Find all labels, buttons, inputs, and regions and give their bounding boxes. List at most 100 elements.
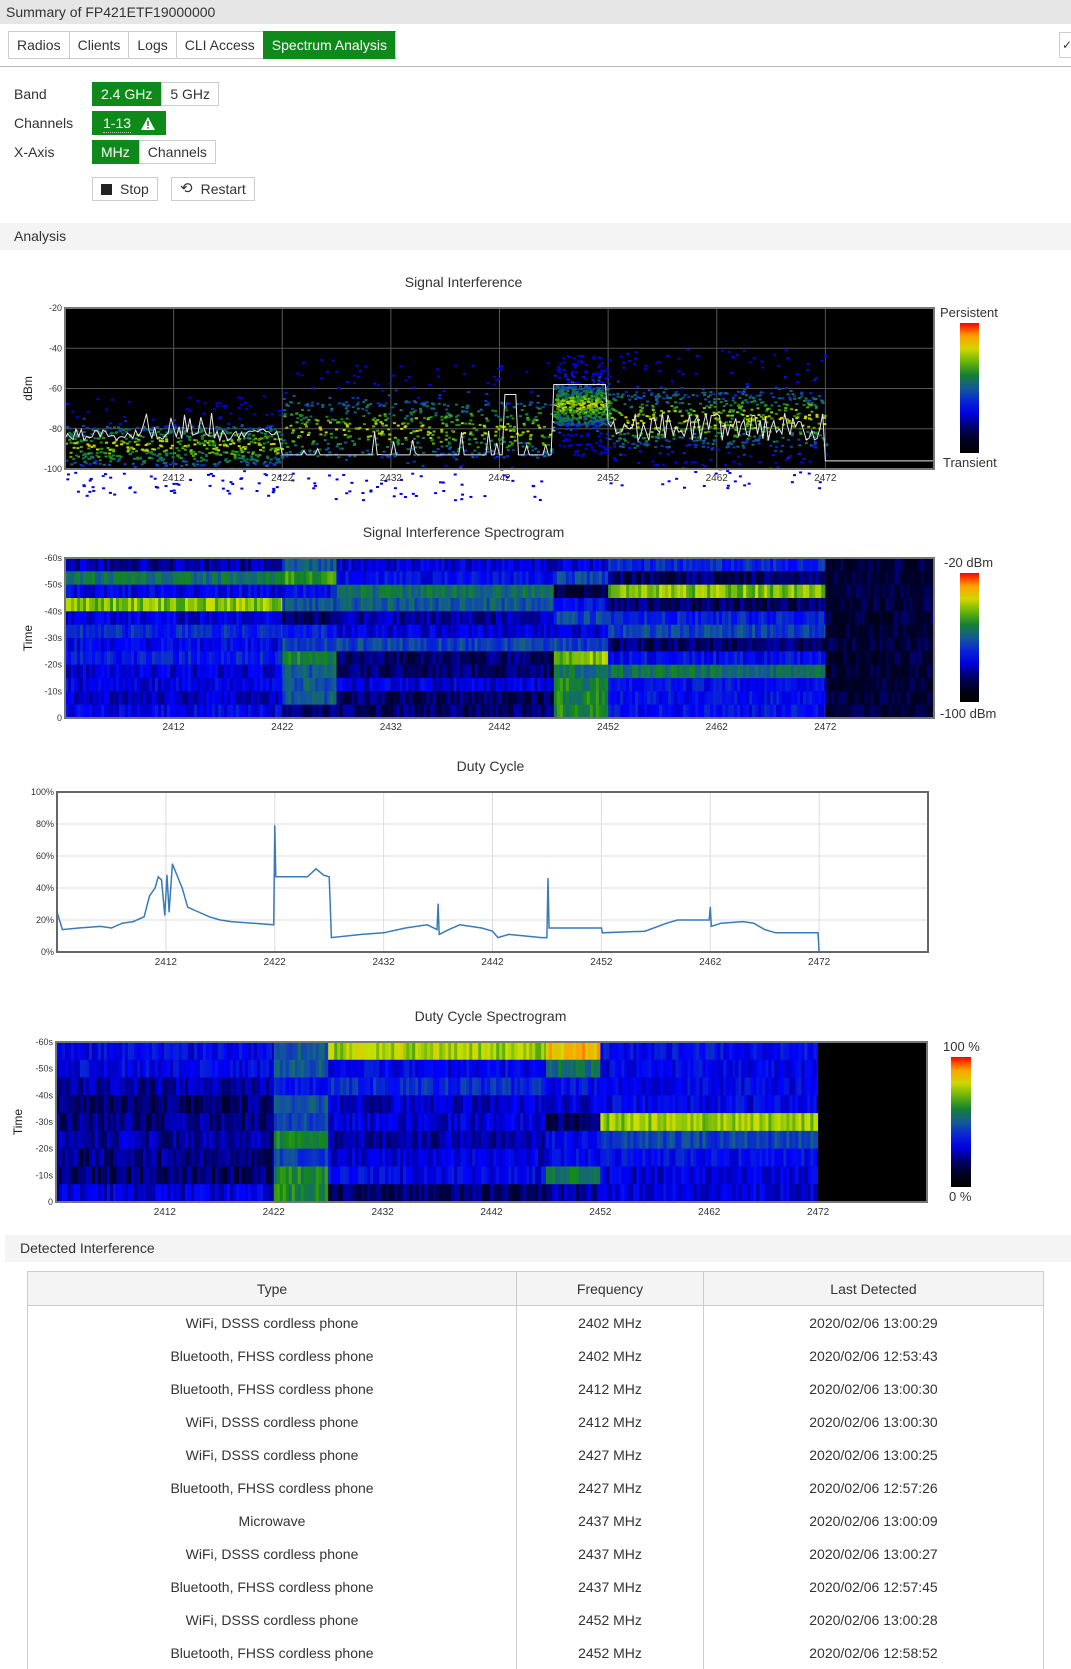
spectrogram-cell <box>113 651 116 665</box>
signal-point <box>70 463 73 465</box>
signal-point <box>572 402 575 404</box>
spectrogram-cell <box>502 651 505 665</box>
signal-point <box>222 440 225 442</box>
signal-point <box>560 421 563 423</box>
spectrogram-cell <box>140 625 143 639</box>
signal-point <box>806 400 809 402</box>
signal-point <box>536 457 539 459</box>
spectrogram-cell <box>554 598 557 612</box>
spectrogram-cell <box>364 638 367 652</box>
spectrogram-cell <box>239 651 242 665</box>
spectrogram-cell <box>457 598 460 612</box>
signal-point <box>508 403 511 405</box>
spectrogram-cell <box>203 598 206 612</box>
signal-point <box>732 397 735 399</box>
spectrogram-cell <box>89 611 92 625</box>
signal-point <box>589 391 592 393</box>
spectrogram-cell <box>451 665 454 679</box>
signal-point <box>613 443 616 445</box>
spectrogram-cell <box>272 651 275 665</box>
spectrogram-cell <box>508 691 511 705</box>
spectrogram-cell <box>167 691 170 705</box>
spectrogram-cell <box>324 558 327 572</box>
signal-point <box>742 391 745 393</box>
spectrogram-cell <box>263 625 266 639</box>
spectrogram-cell <box>418 691 421 705</box>
spectrogram-cell <box>397 558 400 572</box>
signal-point <box>677 393 680 395</box>
spectrogram-cell <box>364 665 367 679</box>
signal-point <box>559 419 562 421</box>
spectrogram-cell <box>131 611 134 625</box>
spectrogram-cell <box>385 638 388 652</box>
spectrogram-cell <box>131 651 134 665</box>
spectrogram-cell <box>158 678 161 692</box>
spectrogram-cell <box>355 705 358 719</box>
spectrogram-cell <box>520 611 523 625</box>
spectrogram-cell <box>400 571 403 585</box>
spectrogram-cell <box>385 585 388 599</box>
spectrogram-cell <box>355 691 358 705</box>
spectrogram-cell <box>80 598 83 612</box>
spectrogram-cell <box>185 651 188 665</box>
spectrogram-cell <box>361 665 364 679</box>
signal-point <box>693 440 696 442</box>
signal-point <box>583 410 586 412</box>
spectrogram-cell <box>263 651 266 665</box>
spectrogram-cell <box>340 598 343 612</box>
signal-point <box>469 496 472 498</box>
signal-point <box>571 420 574 422</box>
signal-point <box>186 408 189 410</box>
spectrogram-cell <box>557 571 560 585</box>
spectrogram-cell <box>487 611 490 625</box>
signal-point <box>189 451 192 453</box>
spectrogram-cell <box>185 558 188 572</box>
signal-point <box>464 450 467 452</box>
signal-point <box>428 384 431 386</box>
signal-point <box>238 445 241 447</box>
signal-point <box>346 424 349 426</box>
spectrogram-cell <box>176 678 179 692</box>
signal-point <box>395 389 398 391</box>
signal-point <box>177 437 180 439</box>
spectrogram-cell <box>77 598 80 612</box>
signal-point <box>87 447 90 449</box>
spectrogram-cell <box>352 558 355 572</box>
spectrogram-cell <box>445 611 448 625</box>
signal-point <box>448 441 451 443</box>
spectrogram-cell <box>379 558 382 572</box>
signal-point <box>745 442 748 444</box>
spectrogram-cell <box>481 598 484 612</box>
spectrogram-cell <box>535 651 538 665</box>
y-tick-label: -20 <box>49 303 62 313</box>
spectrogram-cell <box>128 585 131 599</box>
signal-point <box>270 443 273 445</box>
spectrogram-cell <box>602 638 605 652</box>
spectrogram-cell <box>152 598 155 612</box>
signal-point <box>601 404 604 406</box>
spectrogram-cell <box>412 558 415 572</box>
signal-point <box>394 487 397 489</box>
spectrogram-cell <box>578 585 581 599</box>
signal-point <box>299 427 302 429</box>
signal-point <box>89 452 92 454</box>
spectrogram-cell <box>593 611 596 625</box>
spectrogram-cell <box>349 625 352 639</box>
spectrogram-cell <box>95 678 98 692</box>
signal-point <box>188 410 191 412</box>
signal-point <box>566 379 569 381</box>
signal-point <box>92 429 95 431</box>
spectrogram-cell <box>511 598 514 612</box>
spectrogram-cell <box>490 705 493 719</box>
signal-point <box>471 365 474 367</box>
spectrogram-cell <box>499 665 502 679</box>
spectrogram-cell <box>315 651 318 665</box>
spectrogram-cell <box>236 665 239 679</box>
spectrogram-cell <box>584 585 587 599</box>
signal-point <box>806 369 809 371</box>
signal-point <box>725 403 728 405</box>
spectrogram-cell <box>116 705 119 719</box>
spectrogram-cell <box>439 691 442 705</box>
signal-point <box>66 403 69 405</box>
spectrogram-cell <box>511 585 514 599</box>
